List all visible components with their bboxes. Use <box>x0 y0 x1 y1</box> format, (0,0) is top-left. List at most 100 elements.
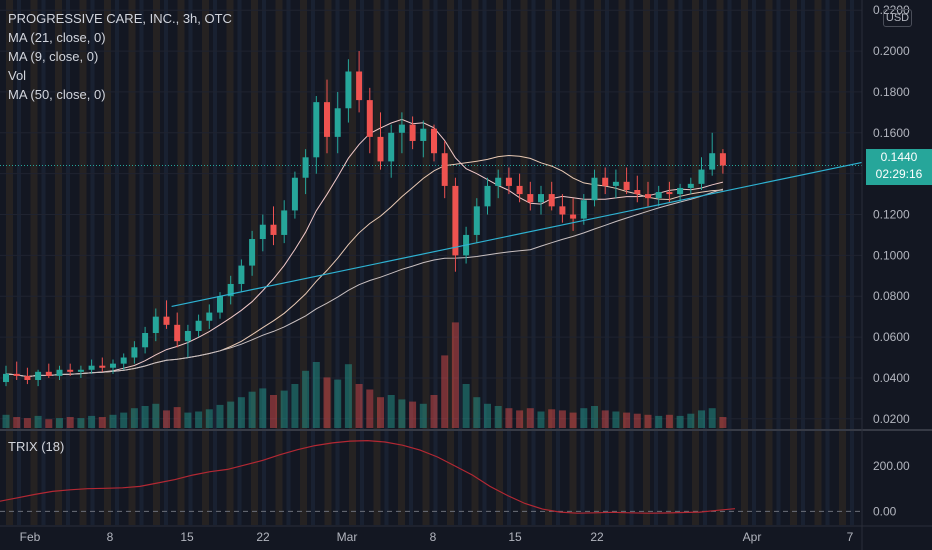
session-band <box>335 0 340 525</box>
volume-bar <box>291 384 299 428</box>
time-tick-label: 22 <box>256 530 270 544</box>
indicator-ma21[interactable]: MA (21, close, 0) <box>8 30 106 45</box>
session-band <box>213 0 217 525</box>
price-tick-label: 0.0800 <box>873 289 910 303</box>
currency-badge[interactable]: USD <box>883 9 912 27</box>
volume-bar <box>387 395 395 428</box>
candle-body <box>505 177 512 186</box>
volume-bar <box>708 408 716 428</box>
candle-body <box>495 177 502 186</box>
volume-bar <box>558 410 566 428</box>
volume-bar <box>77 418 85 428</box>
candle-body <box>152 316 159 334</box>
session-band <box>569 0 577 525</box>
volume-bar <box>355 384 363 428</box>
candle-body <box>377 136 384 162</box>
volume-bar <box>451 322 459 428</box>
session-band <box>286 0 291 525</box>
candle-body <box>195 320 202 331</box>
volume-bar <box>612 411 620 428</box>
candle-body <box>366 100 373 137</box>
candle-body <box>388 132 395 162</box>
session-band <box>6 0 13 525</box>
candle-body <box>13 373 20 376</box>
volume-bar <box>152 403 160 428</box>
time-tick-label: 22 <box>590 530 604 544</box>
session-band <box>545 0 552 525</box>
candle-body <box>580 200 587 219</box>
session-band <box>311 0 315 525</box>
volume-bar <box>216 404 224 428</box>
price-tick-label: 0.2200 <box>873 3 910 17</box>
candle-body <box>259 224 266 240</box>
candle-body <box>270 224 277 235</box>
session-band <box>667 0 675 525</box>
volume-bar <box>130 408 138 428</box>
time-tick-label: 7 <box>847 530 854 544</box>
session-band <box>79 0 87 525</box>
candle-body <box>302 157 309 178</box>
session-band <box>128 0 136 525</box>
session-band <box>741 0 748 525</box>
trix-tick-label: 200.00 <box>873 459 910 473</box>
candle-body <box>420 128 427 141</box>
price-tick-label: 0.1200 <box>873 208 910 222</box>
volume-bar <box>2 414 10 428</box>
candle-body <box>709 153 716 170</box>
volume-bar <box>323 377 331 428</box>
symbol-title[interactable]: PROGRESSIVE CARE, INC., 3h, OTC <box>8 11 232 26</box>
price-tick-label: 0.0400 <box>873 371 910 385</box>
volume-bar <box>344 364 352 428</box>
session-band <box>41 0 46 525</box>
indicator-ma50[interactable]: MA (50, close, 0) <box>8 87 106 102</box>
volume-bar <box>205 409 213 428</box>
candle-body <box>163 316 170 325</box>
session-band <box>765 0 773 525</box>
volume-bar <box>280 390 288 428</box>
session-band <box>678 0 683 525</box>
trend-line[interactable] <box>171 161 863 308</box>
candle-body <box>77 369 84 372</box>
volume-bar <box>601 410 609 428</box>
session-band <box>300 0 307 525</box>
session-band <box>349 0 356 525</box>
volume-bar <box>173 407 181 428</box>
price-tick-label: 0.1000 <box>873 248 910 262</box>
session-band <box>814 0 822 525</box>
volume-bar <box>548 409 556 428</box>
session-band <box>115 0 119 525</box>
volume-bar <box>163 410 170 428</box>
trix-label[interactable]: TRIX (18) <box>8 439 65 454</box>
candle-body <box>67 369 74 372</box>
candle-body <box>3 373 9 383</box>
session-band <box>556 0 560 525</box>
session-band <box>776 0 781 525</box>
grid-lines <box>0 9 862 512</box>
volume-bar <box>270 395 277 428</box>
volume-bar <box>98 417 106 428</box>
candle-body <box>559 206 566 215</box>
candle-body <box>174 324 181 342</box>
volume-bar <box>34 415 42 428</box>
indicator-ma9[interactable]: MA (9, close, 0) <box>8 49 99 64</box>
candle-body <box>452 185 459 256</box>
candle-body <box>217 296 223 313</box>
price-tick-label: 0.0600 <box>873 330 910 344</box>
session-band <box>790 0 797 525</box>
indicator-vol[interactable]: Vol <box>8 68 27 83</box>
session-band <box>275 0 283 525</box>
volume-bar <box>13 417 21 428</box>
session-band <box>654 0 658 525</box>
session-band <box>153 0 160 525</box>
session-band <box>90 0 95 525</box>
candle-body <box>431 128 437 154</box>
session-band <box>507 0 511 525</box>
volume-bar <box>66 417 74 428</box>
volume-bar <box>644 414 652 428</box>
session-band <box>139 0 144 525</box>
session-band <box>716 0 724 525</box>
volume-bar <box>516 410 524 428</box>
volume-bar <box>141 406 149 428</box>
volume-bar <box>569 412 577 428</box>
